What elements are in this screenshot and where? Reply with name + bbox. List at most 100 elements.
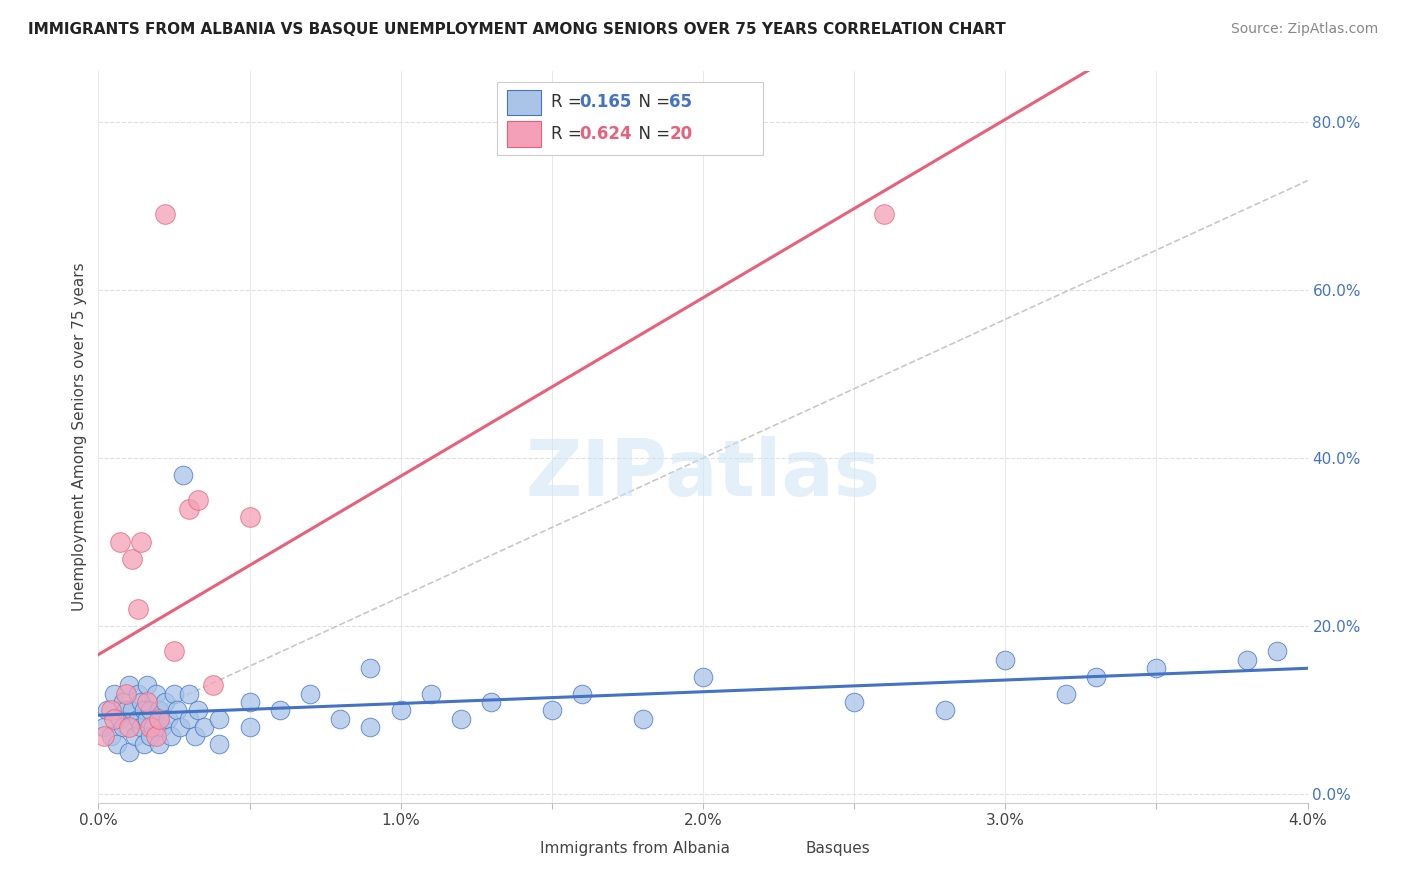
- Point: [111, 720, 134, 734]
- Point: [994, 653, 1017, 667]
- Point: [360, 720, 382, 734]
- Point: [148, 703, 170, 717]
- Point: [179, 686, 201, 700]
- Point: [360, 661, 382, 675]
- Point: [121, 552, 143, 566]
- Point: [148, 712, 170, 726]
- Text: 0.165: 0.165: [579, 93, 633, 112]
- Point: [121, 703, 143, 717]
- Point: [571, 686, 593, 700]
- Text: Source: ZipAtlas.com: Source: ZipAtlas.com: [1230, 22, 1378, 37]
- FancyBboxPatch shape: [508, 89, 541, 115]
- Text: N =: N =: [628, 93, 675, 112]
- Point: [139, 720, 162, 734]
- Point: [163, 686, 186, 700]
- Point: [145, 686, 167, 700]
- Point: [179, 712, 201, 726]
- Point: [135, 678, 157, 692]
- Point: [111, 695, 134, 709]
- Point: [129, 720, 152, 734]
- Point: [118, 720, 141, 734]
- Point: [450, 712, 472, 726]
- Point: [202, 678, 225, 692]
- Point: [105, 737, 128, 751]
- Text: ZIPatlas: ZIPatlas: [526, 435, 880, 512]
- Point: [187, 493, 209, 508]
- FancyBboxPatch shape: [508, 121, 541, 146]
- Point: [108, 712, 131, 726]
- FancyBboxPatch shape: [498, 82, 763, 155]
- Point: [1236, 653, 1258, 667]
- Text: N =: N =: [628, 125, 675, 143]
- Point: [239, 510, 262, 524]
- Point: [420, 686, 443, 700]
- Point: [118, 678, 141, 692]
- Text: 65: 65: [669, 93, 692, 112]
- Point: [692, 670, 714, 684]
- Point: [193, 720, 215, 734]
- Point: [135, 712, 157, 726]
- Point: [145, 729, 167, 743]
- Point: [139, 729, 162, 743]
- Point: [114, 703, 136, 717]
- Point: [1267, 644, 1289, 658]
- Point: [172, 467, 194, 482]
- Point: [132, 737, 155, 751]
- Text: 20: 20: [669, 125, 692, 143]
- Point: [129, 535, 152, 549]
- Point: [153, 695, 176, 709]
- Text: Basques: Basques: [806, 840, 870, 855]
- Point: [631, 712, 654, 726]
- Point: [108, 535, 131, 549]
- Point: [299, 686, 322, 700]
- FancyBboxPatch shape: [503, 840, 534, 856]
- Point: [160, 729, 183, 743]
- Point: [103, 712, 125, 726]
- Point: [127, 686, 149, 700]
- Point: [96, 703, 118, 717]
- Text: 0.624: 0.624: [579, 125, 633, 143]
- Point: [481, 695, 503, 709]
- Point: [1146, 661, 1168, 675]
- Point: [124, 729, 146, 743]
- Point: [148, 737, 170, 751]
- Point: [100, 703, 122, 717]
- Point: [127, 602, 149, 616]
- Point: [129, 695, 152, 709]
- Point: [103, 686, 125, 700]
- Point: [132, 703, 155, 717]
- Point: [1085, 670, 1108, 684]
- Point: [142, 720, 165, 734]
- Point: [208, 712, 231, 726]
- Point: [1054, 686, 1077, 700]
- Point: [114, 686, 136, 700]
- Point: [269, 703, 291, 717]
- Point: [934, 703, 956, 717]
- Point: [179, 501, 201, 516]
- Text: Immigrants from Albania: Immigrants from Albania: [540, 840, 730, 855]
- Text: R =: R =: [551, 93, 586, 112]
- Text: R =: R =: [551, 125, 586, 143]
- Point: [184, 729, 207, 743]
- Point: [239, 695, 262, 709]
- Point: [540, 703, 562, 717]
- Point: [208, 737, 231, 751]
- Point: [93, 720, 115, 734]
- Point: [135, 695, 157, 709]
- Point: [127, 712, 149, 726]
- Point: [100, 729, 122, 743]
- Point: [169, 720, 191, 734]
- Point: [150, 720, 173, 734]
- Point: [153, 207, 176, 221]
- Point: [163, 644, 186, 658]
- Point: [118, 745, 141, 759]
- Y-axis label: Unemployment Among Seniors over 75 years: Unemployment Among Seniors over 75 years: [72, 263, 87, 611]
- Point: [844, 695, 866, 709]
- Point: [139, 703, 162, 717]
- Point: [329, 712, 352, 726]
- Point: [156, 712, 179, 726]
- Point: [389, 703, 412, 717]
- Point: [239, 720, 262, 734]
- Point: [166, 703, 188, 717]
- Point: [187, 703, 209, 717]
